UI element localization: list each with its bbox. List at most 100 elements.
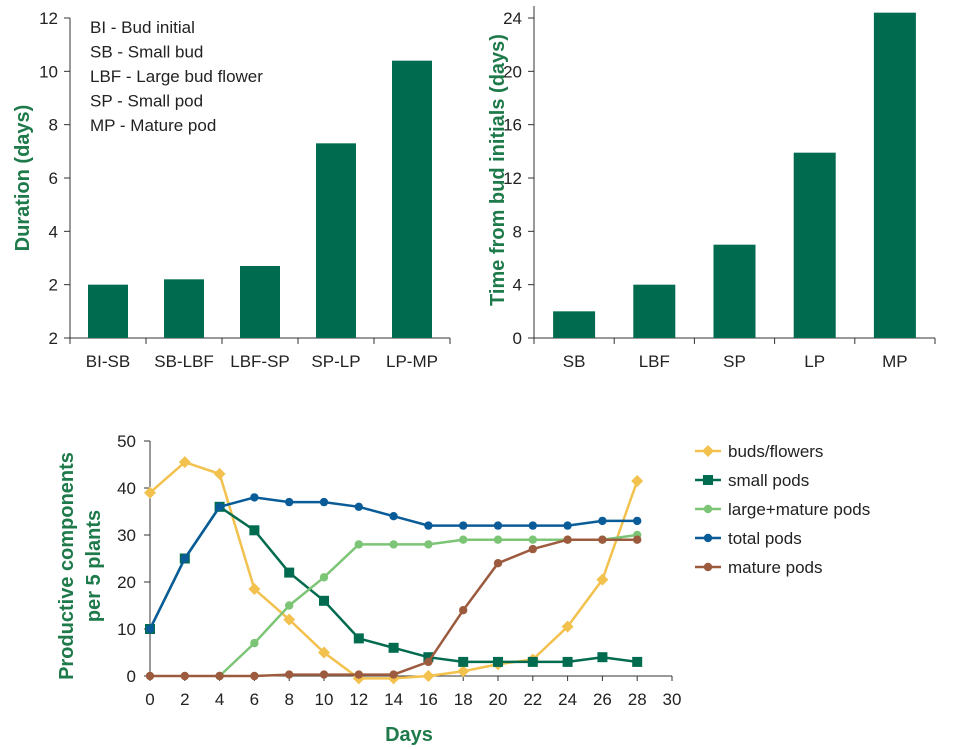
- chart2-y-tick-label: 20: [503, 62, 522, 81]
- chart3-x-tick-label: 26: [593, 690, 612, 709]
- data-point-total-pods: [285, 497, 294, 507]
- data-point-buds-flowers: [144, 486, 156, 499]
- chart3-y-tick-label: 0: [127, 667, 136, 686]
- chart3-y-tick-label: 50: [117, 432, 136, 451]
- data-point-mature-pods: [528, 544, 537, 554]
- chart1-x-tick-label: SB-LBF: [154, 352, 214, 371]
- data-point-total-pods: [354, 502, 363, 511]
- data-point-small-pods: [597, 652, 608, 663]
- data-point-mature-pods: [563, 535, 572, 544]
- chart3-x-tick-label: 10: [315, 690, 334, 709]
- chart1-y-tick-label: 6: [49, 169, 58, 188]
- chart2-x-tick-label: SP: [723, 352, 746, 371]
- chart2-x-tick-label: MP: [882, 352, 908, 371]
- chart2-y-tick-label: 16: [503, 116, 522, 135]
- legend-marker-buds-flowers: [702, 445, 714, 457]
- chart1-x-tick-label: BI-SB: [86, 352, 130, 371]
- data-point-total-pods: [633, 516, 642, 526]
- chart2-y-axis-label: Time from bud initials (days): [487, 34, 509, 306]
- chart2-x-tick-label: SB: [563, 352, 586, 371]
- data-point-large-mature-pods: [354, 540, 363, 549]
- data-point-small-pods: [458, 656, 469, 667]
- data-point-mature-pods: [145, 671, 155, 681]
- chart1-y-tick-label: 12: [39, 9, 58, 28]
- data-point-total-pods: [459, 521, 468, 530]
- data-point-mature-pods: [598, 535, 607, 544]
- data-point-buds-flowers: [631, 474, 644, 487]
- data-point-total-pods: [424, 521, 433, 530]
- chart2-bar: [793, 152, 836, 338]
- chart3-x-tick-label: 20: [489, 690, 508, 709]
- data-point-mature-pods: [389, 670, 398, 679]
- data-point-buds-flowers: [318, 646, 330, 659]
- data-point-small-pods: [284, 567, 295, 578]
- chart3-x-tick-label: 2: [180, 690, 189, 709]
- data-point-mature-pods: [215, 671, 224, 681]
- legend-label-total-pods: total pods: [728, 529, 802, 548]
- chart3-x-tick-label: 18: [454, 690, 473, 709]
- legend-label-buds-flowers: buds/flowers: [728, 442, 823, 461]
- data-point-small-pods: [493, 656, 503, 667]
- legend-marker-mature-pods: [703, 562, 713, 572]
- chart1-y-tick-label: 4: [49, 222, 58, 241]
- data-point-large-mature-pods: [250, 638, 259, 648]
- chart1-x-tick-label: LBF-SP: [230, 352, 290, 371]
- legend-marker-small-pods: [703, 475, 713, 485]
- legend-label-small-pods: small pods: [728, 471, 809, 490]
- data-point-small-pods: [562, 656, 573, 667]
- data-point-buds-flowers: [596, 573, 609, 586]
- chart1-y-tick-label: 2: [49, 276, 58, 295]
- chart2-y-tick-label: 4: [513, 276, 522, 295]
- chart1-bar: [164, 279, 204, 338]
- data-point-buds-flowers: [283, 613, 296, 626]
- data-point-total-pods: [598, 516, 607, 526]
- chart1-bar: [88, 284, 128, 338]
- data-point-mature-pods: [285, 670, 294, 679]
- chart3-x-tick-label: 8: [284, 690, 293, 709]
- data-point-large-mature-pods: [319, 573, 329, 582]
- data-point-small-pods: [249, 525, 260, 536]
- chart3-x-tick-label: 12: [349, 690, 368, 709]
- data-point-small-pods: [423, 652, 434, 663]
- chart1-y-tick-label: 10: [39, 62, 58, 81]
- chart1-abbreviation-note: BI - Bud initial: [90, 18, 195, 37]
- data-point-total-pods: [180, 554, 189, 563]
- chart2-x-tick-label: LP: [804, 352, 825, 371]
- chart3-x-tick-label: 14: [384, 690, 403, 709]
- data-point-mature-pods: [354, 670, 363, 679]
- data-point-large-mature-pods: [285, 601, 294, 610]
- chart1-y-tick-label: 2: [49, 329, 58, 348]
- chart1-abbreviation-note: LBF - Large bud flower: [90, 67, 263, 86]
- chart2-x-tick-label: LBF: [639, 352, 670, 371]
- data-point-mature-pods: [424, 657, 433, 667]
- data-point-total-pods: [215, 502, 224, 511]
- chart3-y-tick-label: 10: [117, 620, 136, 639]
- chart1-abbreviation-note: SB - Small bud: [90, 43, 203, 62]
- data-point-total-pods: [145, 624, 155, 634]
- chart2-y-tick-label: 0: [513, 329, 522, 348]
- data-point-large-mature-pods: [389, 540, 398, 549]
- series-line-mature-pods: [150, 538, 638, 678]
- data-point-small-pods: [632, 656, 643, 667]
- chart3-x-tick-label: 22: [523, 690, 542, 709]
- chart3-y-axis-label: per 5 plants: [83, 510, 105, 622]
- chart1-y-tick-label: 8: [49, 116, 58, 135]
- chart3-y-tick-label: 30: [117, 526, 136, 545]
- chart3-x-tick-label: 24: [558, 690, 577, 709]
- chart2-bar: [873, 12, 916, 339]
- chart3-x-tick-label: 30: [663, 690, 682, 709]
- legend-marker-total-pods: [703, 533, 713, 543]
- data-point-mature-pods: [319, 670, 329, 679]
- data-point-mature-pods: [250, 671, 259, 681]
- data-point-buds-flowers: [213, 467, 226, 480]
- legend-marker-large-mature-pods: [703, 504, 713, 514]
- chart3-y-tick-label: 40: [117, 479, 136, 498]
- data-point-total-pods: [563, 521, 572, 530]
- data-point-buds-flowers: [561, 620, 574, 633]
- data-point-total-pods: [389, 512, 398, 521]
- chart2-bar: [633, 284, 676, 338]
- data-point-large-mature-pods: [493, 535, 503, 544]
- data-point-small-pods: [388, 642, 399, 653]
- legend-label-mature-pods: mature pods: [728, 558, 823, 577]
